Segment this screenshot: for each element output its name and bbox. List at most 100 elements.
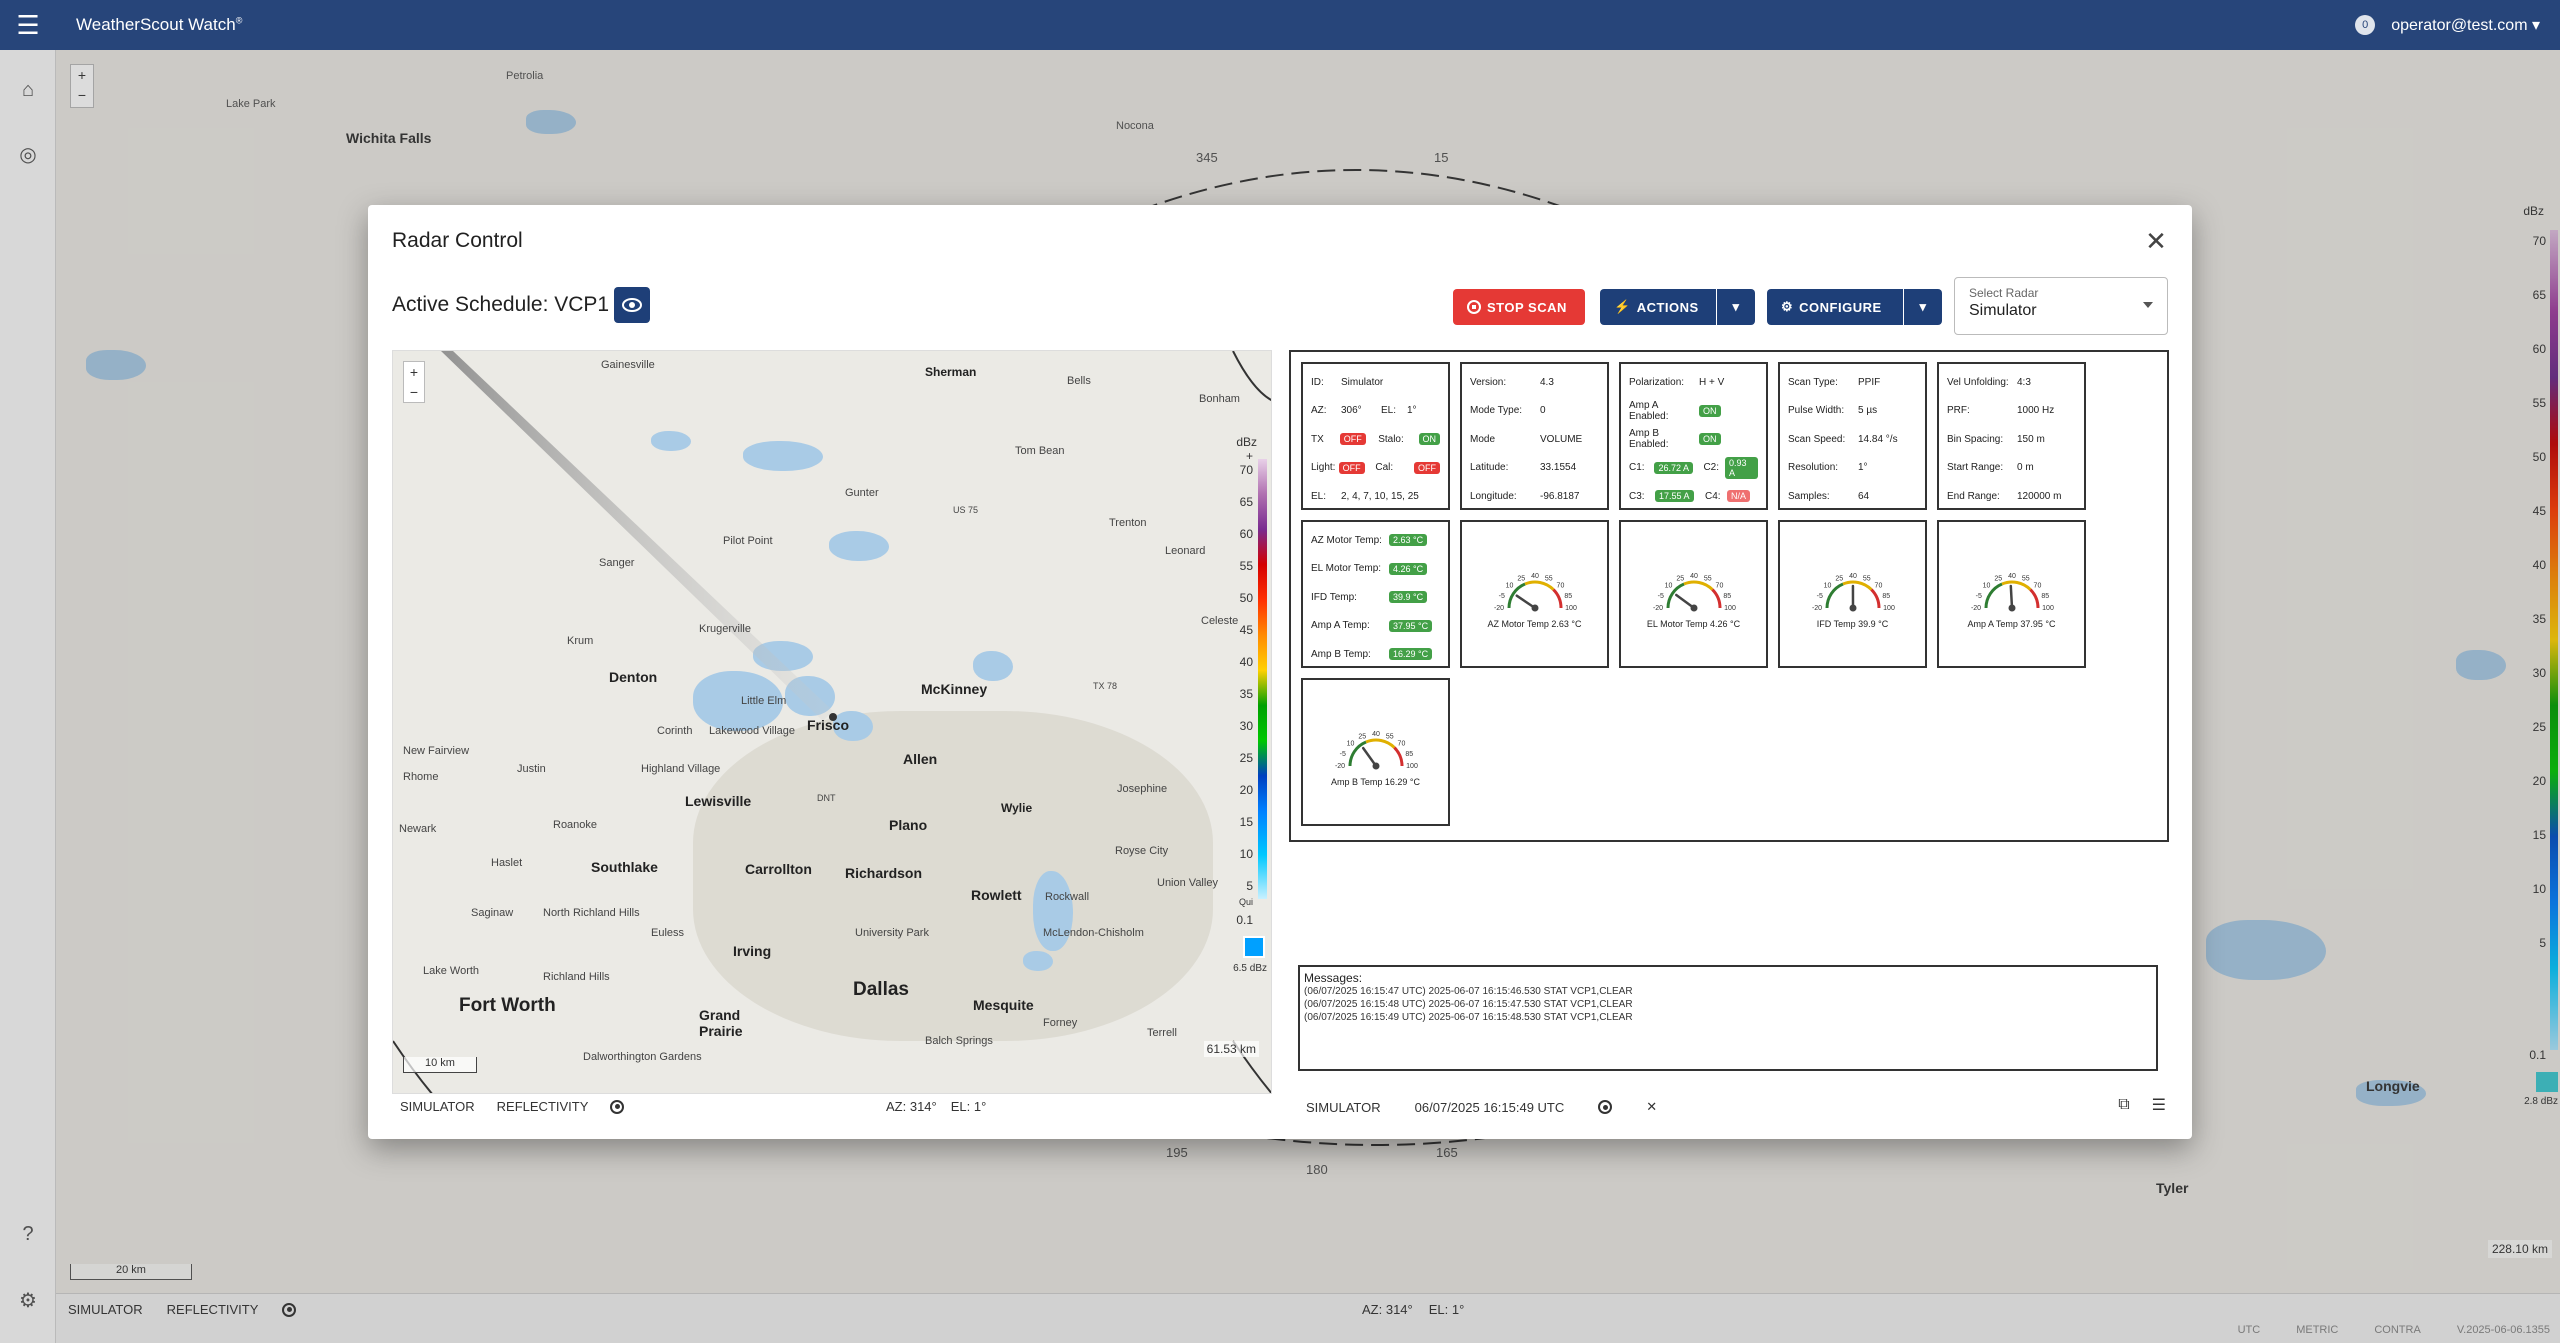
radar-icon[interactable]: ◎ xyxy=(19,143,37,166)
gauge-needle xyxy=(1514,594,1536,610)
map-city: Richland Hills xyxy=(543,971,610,983)
gauge-tick-label: 100 xyxy=(1883,605,1895,612)
gauge-tick-label: -20 xyxy=(1811,605,1821,612)
map-highway: TX 78 xyxy=(1093,681,1118,691)
record-icon[interactable] xyxy=(282,1302,297,1317)
bg-range-readout: 228.10 km xyxy=(2487,1240,2552,1258)
gauge-tick-label: 10 xyxy=(1982,582,1990,589)
stop-scan-button[interactable]: STOP SCAN xyxy=(1453,289,1585,325)
help-icon[interactable]: ? xyxy=(22,1222,34,1245)
gauge-tick-label: 55 xyxy=(2021,575,2029,582)
status-link-contra[interactable]: CONTRA xyxy=(2374,1324,2421,1336)
user-menu[interactable]: operator@test.com ▾ xyxy=(2391,17,2540,34)
gauge-arc xyxy=(1364,738,1395,749)
gauge-arc xyxy=(2000,580,2031,591)
actions-button[interactable]: ⚡ ACTIONS xyxy=(1600,289,1716,325)
compass-label: 15 xyxy=(1434,150,1449,165)
bg-city: Tyler xyxy=(2156,1180,2189,1196)
gauge-tick-label: 40 xyxy=(1531,573,1539,580)
panel-footer-radar: SIMULATOR xyxy=(1306,1099,1381,1115)
bg-city: Petrolia xyxy=(506,70,544,82)
map-city: Lake Worth xyxy=(423,965,480,977)
caret-down-icon: ▾ xyxy=(1919,299,1927,314)
gauge-tick-label: 70 xyxy=(2033,582,2041,589)
bg-city: Lake Park xyxy=(226,98,276,110)
map-highway: DNT xyxy=(817,793,836,803)
amp-a-status-badge: ON xyxy=(1699,404,1721,417)
copy-icon[interactable]: ⧉ xyxy=(2118,1096,2130,1113)
configure-button[interactable]: ⚙ CONFIGURE xyxy=(1767,289,1903,325)
map-footer-el: EL: 1° xyxy=(950,1099,987,1114)
gauge-tick-label: -20 xyxy=(1652,605,1662,612)
range-card: Vel Unfolding: 4:3 PRF: 1000 Hz Bin Spacin… xyxy=(1937,362,2086,510)
gauge-tick-label: -5 xyxy=(1816,593,1822,600)
amplifier-card: Polarization: H + V Amp A Enabled: ON Amp … xyxy=(1619,362,1768,510)
gauge-hub xyxy=(1531,604,1538,612)
gauge-needle xyxy=(1674,593,1695,610)
select-radar[interactable]: Select Radar Simulator xyxy=(1954,277,2168,335)
home-icon[interactable]: ⌂ xyxy=(21,78,35,101)
compass-label: 195 xyxy=(1166,1145,1188,1160)
eye-icon[interactable] xyxy=(614,287,650,323)
cal-status-badge: OFF xyxy=(1414,461,1440,474)
legend-value: 6.5 dBz xyxy=(1233,963,1267,974)
map-city: Plano xyxy=(889,817,928,833)
gauge-tick-label: 25 xyxy=(1676,575,1684,582)
map-zoom-control[interactable]: + − xyxy=(403,361,425,403)
map-city: Tom Bean xyxy=(1015,445,1065,457)
ifd-temp-gauge: -20 -5 10 25 40 55 70 85 100 IFD Temp 39.9 °C xyxy=(1778,520,1927,668)
compass-label: 345 xyxy=(1196,150,1218,165)
gauge-arc xyxy=(1984,582,2003,609)
stop-icon xyxy=(1467,300,1481,314)
status-az: AZ: 314° xyxy=(1362,1302,1413,1317)
bg-zoom-control[interactable]: + − xyxy=(70,64,94,108)
configure-dropdown-button[interactable]: ▾ xyxy=(1904,289,1942,325)
clear-icon[interactable]: ✕ xyxy=(1646,1099,1658,1114)
status-link-metric[interactable]: METRIC xyxy=(2296,1324,2339,1336)
stalo-status-badge: ON xyxy=(1418,433,1440,446)
gauge-needle xyxy=(2009,584,2013,610)
list-icon[interactable]: ☰ xyxy=(2151,1097,2166,1114)
map-footer-product[interactable]: REFLECTIVITY xyxy=(496,1099,589,1114)
status-link-utc[interactable]: UTC xyxy=(2237,1324,2261,1336)
gauge-tick-label: 70 xyxy=(1874,582,1882,589)
map-footer-radar[interactable]: SIMULATOR xyxy=(400,1099,475,1114)
gauge-tick-label: 100 xyxy=(1406,763,1418,770)
status-card: ID: Simulator AZ: 306° EL: 1° TX OFF Stalo: ON … xyxy=(1301,362,1450,510)
record-icon[interactable] xyxy=(1598,1100,1613,1114)
map-city: Bonham xyxy=(1199,393,1240,405)
gauge-arc xyxy=(1666,582,1685,609)
bg-city: Nocona xyxy=(1116,120,1154,132)
map-city: New Fairview xyxy=(403,745,470,757)
notification-badge[interactable]: 0 xyxy=(2355,15,2376,35)
el-motor-temp-gauge: -20 -5 10 25 40 55 70 85 100 EL Motor Temp 4.26 … xyxy=(1619,520,1768,668)
map-city: Lewisville xyxy=(685,793,752,809)
range-ring-top xyxy=(1115,169,1597,220)
gauge-tick-label: 25 xyxy=(1835,575,1843,582)
messages-log[interactable]: Messages: (06/07/2025 16:15:47 UTC) 2025… xyxy=(1298,965,2158,1071)
gear-icon[interactable]: ⚙ xyxy=(19,1289,37,1312)
map-city: Roanoke xyxy=(553,819,598,831)
gauge-arc xyxy=(1507,582,1526,609)
status-radar[interactable]: SIMULATOR xyxy=(68,1302,143,1317)
gauge-arc xyxy=(1841,580,1872,591)
gauge-tick-label: 10 xyxy=(1823,582,1831,589)
close-icon[interactable]: ✕ xyxy=(2145,226,2167,256)
radar-map[interactable]: Gainesville Sherman Bells Bonham Tom Bea… xyxy=(392,350,1272,1094)
status-product[interactable]: REFLECTIVITY xyxy=(166,1302,259,1317)
map-city: Saginaw xyxy=(471,907,514,919)
bg-city: Wichita Falls xyxy=(346,130,432,146)
map-city: Krugerville xyxy=(699,623,751,635)
message-line: (06/07/2025 16:15:48 UTC) 2025-06-07 16:… xyxy=(1304,999,1633,1010)
map-footer: SIMULATOR REFLECTIVITY AZ: 314° EL: 1° xyxy=(400,1095,1280,1119)
radar-control-dialog: Radar Control ✕ Active Schedule: VCP1 ST… xyxy=(368,205,2192,1139)
map-city: Leonard xyxy=(1165,545,1206,557)
map-scale-bar: 10 km xyxy=(403,1057,477,1073)
map-city: Sherman xyxy=(925,365,977,379)
record-icon[interactable] xyxy=(610,1099,625,1114)
actions-dropdown-button[interactable]: ▾ xyxy=(1717,289,1755,325)
gauge-arc xyxy=(1682,580,1713,591)
map-city: Denton xyxy=(609,669,658,685)
menu-icon[interactable]: ☰ xyxy=(16,9,40,40)
map-color-legend: dBz + 70 65 60 55 50 45 40 35 30 25 20 1… xyxy=(1223,431,1267,991)
